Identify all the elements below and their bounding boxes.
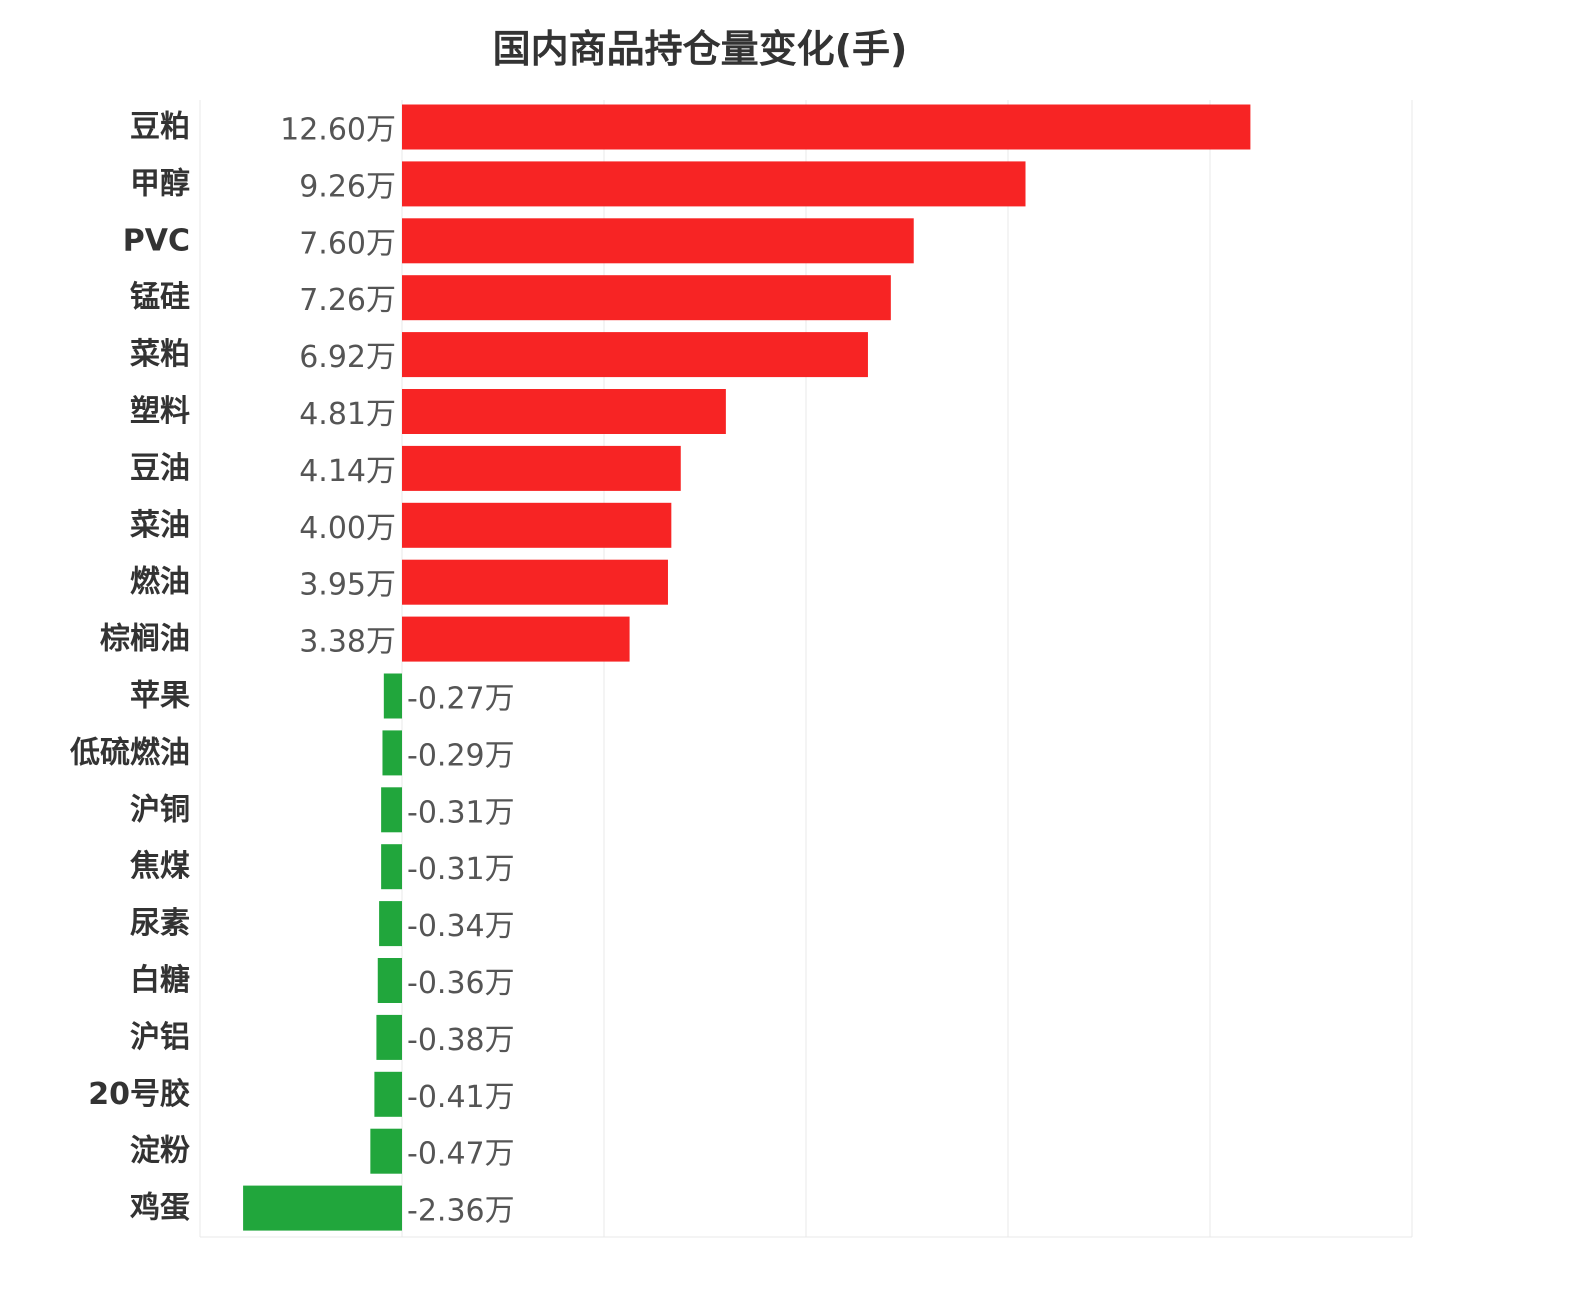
category-label: 锰硅: [130, 280, 190, 315]
bar-15: [377, 958, 402, 1003]
bars: [243, 104, 1251, 1231]
value-label: -0.27万: [407, 682, 515, 717]
value-label: 3.95万: [299, 568, 396, 603]
category-label: 豆粕: [130, 110, 190, 145]
value-label: -0.31万: [407, 795, 515, 830]
category-label: 焦煤: [130, 849, 190, 884]
category-label: 棕榈油: [100, 622, 190, 657]
bar-5: [402, 389, 726, 434]
category-label: 沪铜: [130, 792, 190, 827]
bar-17: [374, 1071, 402, 1117]
value-label: -0.36万: [407, 966, 515, 1001]
bar-6: [402, 445, 681, 491]
category-label: 塑料: [130, 394, 190, 429]
bar-16: [376, 1014, 402, 1060]
category-label: 甲醇: [130, 166, 190, 201]
value-label: 7.60万: [299, 226, 396, 261]
category-label: 白糖: [130, 963, 190, 998]
bar-9: [402, 616, 630, 662]
value-label: 12.60万: [280, 113, 396, 148]
category-label: 菜油: [130, 508, 190, 543]
value-label: -0.41万: [407, 1080, 515, 1115]
value-label: -0.29万: [407, 738, 515, 773]
category-label: 燃油: [130, 565, 190, 600]
value-label: -0.34万: [407, 909, 515, 944]
value-label: 7.26万: [299, 283, 396, 318]
grid-lines: [199, 100, 1413, 1238]
value-label: 6.92万: [299, 340, 396, 375]
bar-14: [379, 901, 402, 947]
bar-12: [381, 787, 402, 833]
category-label: 尿素: [130, 906, 190, 941]
bar-8: [402, 559, 668, 605]
bar-0: [402, 104, 1251, 150]
bar-18: [370, 1128, 402, 1174]
category-label: PVC: [123, 223, 190, 258]
value-label: 4.14万: [299, 454, 396, 489]
bar-4: [402, 332, 868, 378]
value-label: -2.36万: [407, 1194, 515, 1229]
chart-title: 国内商品持仓量变化(手): [492, 27, 908, 71]
bar-2: [402, 218, 914, 264]
value-label: 9.26万: [299, 169, 396, 204]
category-label: 菜粕: [130, 337, 190, 372]
category-label: 鸡蛋: [130, 1191, 190, 1226]
value-label: 4.81万: [299, 397, 396, 432]
category-label: 豆油: [130, 451, 190, 486]
category-label: 低硫燃油: [69, 735, 190, 770]
bar-11: [382, 730, 402, 776]
value-label: 3.38万: [299, 625, 396, 660]
category-label: 淀粉: [130, 1134, 190, 1169]
category-label: 沪铝: [130, 1020, 190, 1055]
value-label: -0.47万: [407, 1137, 515, 1172]
bar-13: [381, 844, 402, 890]
bar-10: [383, 673, 402, 719]
bar-3: [402, 275, 891, 321]
bar-19: [243, 1185, 402, 1231]
category-label: 苹果: [130, 679, 190, 714]
value-label: 4.00万: [299, 511, 396, 546]
bar-7: [402, 502, 672, 548]
value-label: -0.31万: [407, 852, 515, 887]
value-label: -0.38万: [407, 1023, 515, 1058]
value-labels: 12.60万 9.26万 7.60万 7.26万 6.92万 4.81万 4.14万 4.00…: [280, 113, 515, 1229]
category-label: 20号胶: [88, 1077, 190, 1112]
bar-1: [402, 161, 1026, 207]
